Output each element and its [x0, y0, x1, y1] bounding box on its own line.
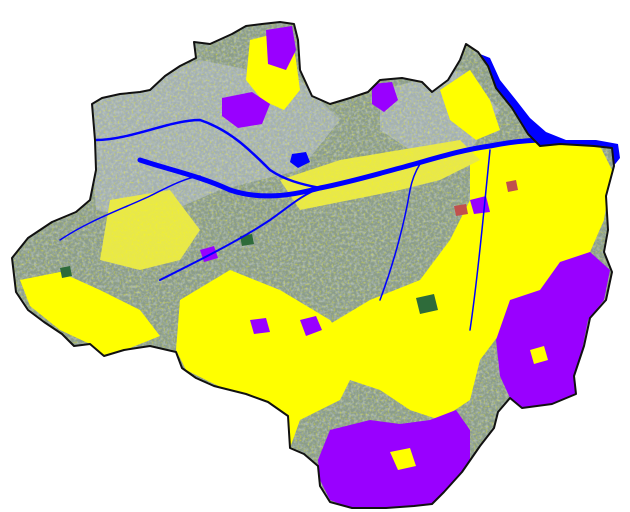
agriculture-north — [266, 26, 296, 70]
agriculture-north-2 — [222, 92, 270, 128]
agriculture-small-3 — [250, 318, 270, 334]
dark-vegetation-patch-2 — [240, 234, 254, 246]
lake-patch — [290, 152, 310, 168]
pasture-in-agriculture — [390, 448, 416, 470]
region-outline — [11, 21, 615, 509]
agriculture-small-1 — [300, 316, 322, 336]
urban-patch-1 — [454, 204, 468, 216]
agriculture-southeast — [496, 252, 610, 408]
dark-vegetation-patch-3 — [60, 266, 72, 278]
agriculture-northcentral — [372, 82, 398, 112]
madeira-river — [159, 187, 321, 281]
tributary-3 — [469, 149, 491, 331]
pasture-in-agriculture-2 — [530, 346, 548, 364]
amazon-river — [137, 137, 549, 199]
negro-river — [94, 118, 322, 190]
dark-vegetation-patch-1 — [416, 294, 438, 314]
tributary-2 — [379, 163, 421, 301]
tributary-1 — [59, 175, 201, 241]
urban-patch-2 — [506, 180, 518, 192]
